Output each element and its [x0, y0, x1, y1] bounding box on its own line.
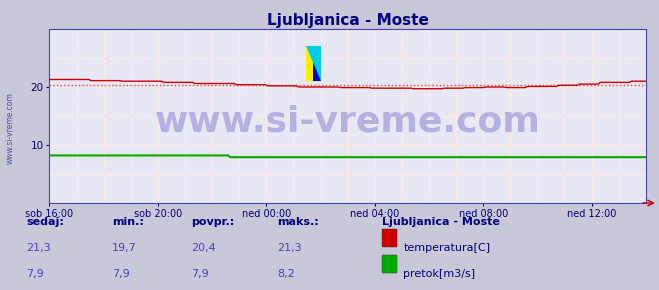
Text: povpr.:: povpr.:	[191, 217, 235, 227]
Text: 8,2: 8,2	[277, 269, 295, 279]
Text: 21,3: 21,3	[26, 243, 51, 253]
Text: 19,7: 19,7	[112, 243, 137, 253]
Text: pretok[m3/s]: pretok[m3/s]	[403, 269, 475, 279]
Text: sedaj:: sedaj:	[26, 217, 64, 227]
Text: www.si-vreme.com: www.si-vreme.com	[5, 92, 14, 164]
Bar	[313, 46, 321, 81]
Text: 21,3: 21,3	[277, 243, 301, 253]
Bar	[382, 229, 397, 247]
Title: Ljubljanica - Moste: Ljubljanica - Moste	[267, 13, 428, 28]
Bar	[382, 255, 397, 273]
Bar	[306, 46, 313, 81]
Text: 7,9: 7,9	[26, 269, 44, 279]
Text: 7,9: 7,9	[191, 269, 209, 279]
Text: maks.:: maks.:	[277, 217, 318, 227]
Text: min.:: min.:	[112, 217, 144, 227]
Text: 20,4: 20,4	[191, 243, 216, 253]
Text: temperatura[C]: temperatura[C]	[403, 243, 490, 253]
Text: www.si-vreme.com: www.si-vreme.com	[155, 104, 540, 138]
Text: 7,9: 7,9	[112, 269, 130, 279]
Text: Ljubljanica - Moste: Ljubljanica - Moste	[382, 217, 500, 227]
Polygon shape	[306, 46, 321, 81]
